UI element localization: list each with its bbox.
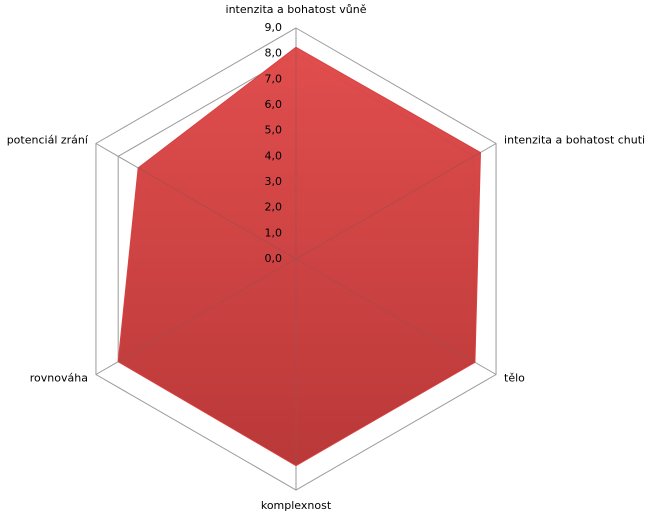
inner-spoke <box>117 258 297 363</box>
tick-label: 9,0 <box>265 21 283 34</box>
category-label: intenzita a bohatost vůně <box>226 3 367 16</box>
tick-label: 7,0 <box>265 72 283 85</box>
tick-label: 6,0 <box>265 98 283 111</box>
data-area <box>117 46 482 467</box>
tick-label: 8,0 <box>265 47 283 60</box>
category-label: tělo <box>504 372 525 385</box>
tick-label: 2,0 <box>265 201 283 214</box>
category-label: intenzita a bohatost chuti <box>504 134 645 147</box>
category-label: potenciál zrání <box>7 134 89 147</box>
category-label: rovnováha <box>30 372 88 385</box>
tick-label: 5,0 <box>265 124 283 137</box>
inner-spoke <box>295 258 476 363</box>
inner-spoke <box>137 167 297 260</box>
category-label: komplexnost <box>261 499 332 512</box>
tick-label: 1,0 <box>265 226 283 239</box>
tick-label: 4,0 <box>265 149 283 162</box>
inner-spoke <box>295 152 481 260</box>
tick-label: 0,0 <box>265 252 283 265</box>
tick-label: 3,0 <box>265 175 283 188</box>
